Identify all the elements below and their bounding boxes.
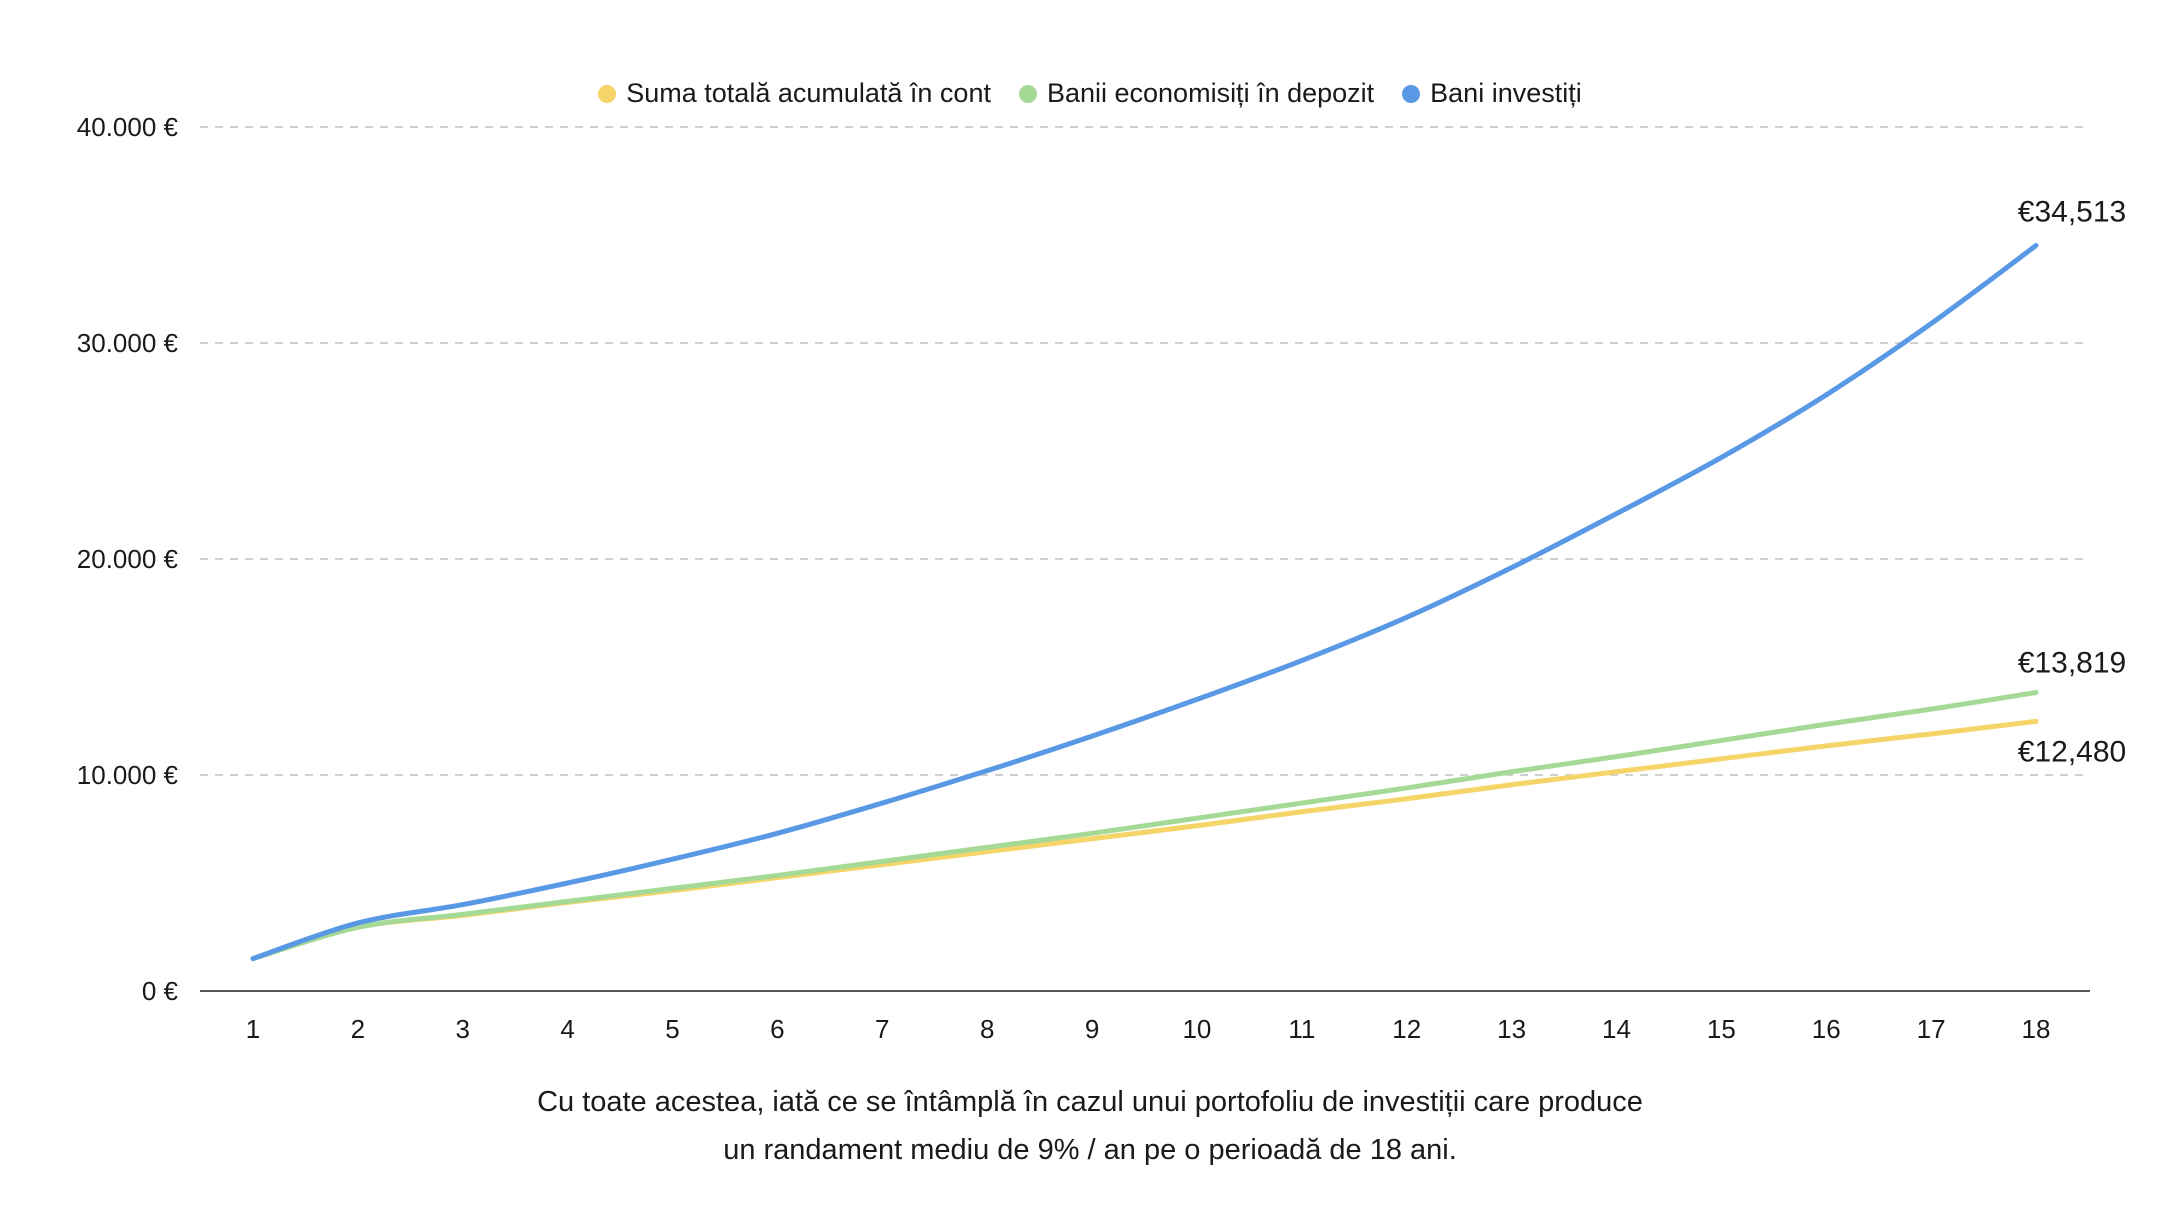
legend-dot-deposit <box>1018 84 1037 103</box>
x-tick-label: 15 <box>1707 1014 1736 1044</box>
legend-label-total: Suma totală acumulată în cont <box>626 78 991 108</box>
legend-dot-invested <box>1402 84 1421 103</box>
legend-label-invested: Bani investiți <box>1430 78 1582 108</box>
x-tick-label: 13 <box>1497 1014 1526 1044</box>
end-label-deposit: €13,819 <box>2018 647 2126 680</box>
x-tick-label: 18 <box>2022 1014 2051 1044</box>
legend-item-deposit: Banii economisiți în depozit <box>1018 78 1375 109</box>
legend-dot-total <box>598 84 617 103</box>
x-tick-label: 7 <box>875 1014 889 1044</box>
y-tick-label: 0 € <box>142 976 179 1006</box>
legend-item-invested: Bani investiți <box>1402 78 1582 109</box>
y-tick-label: 30.000 € <box>77 328 179 358</box>
x-tick-label: 16 <box>1812 1014 1841 1044</box>
end-label-total: €12,480 <box>2018 735 2126 768</box>
chart-caption: Cu toate acestea, iată ce se întâmplă în… <box>0 1078 2180 1174</box>
x-tick-label: 5 <box>665 1014 679 1044</box>
x-tick-label: 6 <box>770 1014 784 1044</box>
x-tick-label: 8 <box>980 1014 994 1044</box>
y-tick-label: 40.000 € <box>77 112 179 142</box>
caption-line-1: Cu toate acestea, iată ce se întâmplă în… <box>537 1086 1643 1118</box>
chart-legend: Suma totală acumulată în cont Banii econ… <box>0 78 2180 109</box>
y-tick-label: 10.000 € <box>77 760 179 790</box>
caption-line-2: un randament mediu de 9% / an pe o perio… <box>723 1134 1457 1166</box>
x-tick-label: 11 <box>1288 1014 1315 1044</box>
x-tick-label: 10 <box>1182 1014 1211 1044</box>
series-line-deposit <box>250 690 2039 962</box>
x-tick-label: 3 <box>456 1014 470 1044</box>
x-tick-label: 17 <box>1917 1014 1946 1044</box>
series-line-invested <box>250 243 2039 962</box>
series-line-total <box>250 718 2039 962</box>
x-tick-label: 2 <box>351 1014 365 1044</box>
end-label-invested: €34,513 <box>2018 196 2126 229</box>
x-tick-label: 9 <box>1085 1014 1099 1044</box>
x-tick-label: 1 <box>246 1014 260 1044</box>
x-tick-label: 12 <box>1392 1014 1421 1044</box>
legend-label-deposit: Banii economisiți în depozit <box>1046 78 1375 108</box>
y-tick-label: 20.000 € <box>77 544 179 574</box>
x-tick-label: 4 <box>560 1014 574 1044</box>
legend-item-total: Suma totală acumulată în cont <box>598 78 991 109</box>
x-tick-label: 14 <box>1602 1014 1631 1044</box>
